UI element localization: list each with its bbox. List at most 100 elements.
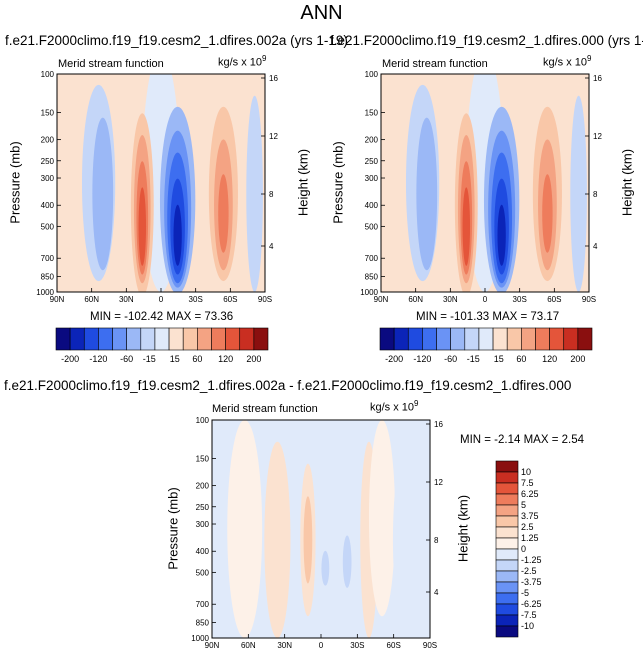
y-right-tick-label: 16 bbox=[434, 420, 443, 429]
colorbar-swatch bbox=[521, 327, 536, 351]
x-tick-label: 60S bbox=[387, 641, 401, 650]
y-tick-label: 1000 bbox=[360, 288, 378, 297]
y-tick-label: 500 bbox=[41, 222, 55, 231]
y-right-tick-label: 4 bbox=[434, 588, 439, 597]
colorbar-label: 10 bbox=[521, 467, 531, 477]
y-right-tick-label: 8 bbox=[593, 190, 598, 199]
x-tick-label: 60N bbox=[84, 295, 99, 304]
colorbar-swatch bbox=[182, 327, 198, 351]
panel-2-minmax: MIN = -101.33 MAX = 73.17 bbox=[416, 311, 560, 323]
colorbar-label: 1.25 bbox=[521, 533, 539, 543]
x-tick-label: 60N bbox=[241, 641, 256, 650]
y-tick-label: 400 bbox=[196, 547, 210, 556]
colorbar-swatch bbox=[495, 592, 519, 605]
contour-region bbox=[368, 420, 396, 617]
y-right-tick-label: 4 bbox=[593, 242, 598, 251]
panel-3-contours bbox=[211, 419, 431, 639]
panel-2-ylabel-right: Height (km) bbox=[619, 148, 635, 217]
y-tick-label: 300 bbox=[41, 174, 55, 183]
panel-2-units: kg/s x 109 bbox=[543, 54, 591, 69]
panel-2-title: f.e21.F2000climo.f19_f19.cesm2_1.dfires.… bbox=[330, 33, 643, 48]
panel-3-label: Merid stream function bbox=[212, 403, 318, 415]
y-tick-label: 100 bbox=[365, 70, 379, 79]
y-tick-label: 850 bbox=[41, 273, 55, 282]
colorbar-swatch bbox=[464, 327, 480, 351]
x-tick-label: 90N bbox=[50, 295, 65, 304]
colorbar-swatch bbox=[495, 603, 519, 616]
contour-region bbox=[570, 95, 587, 292]
panel-1-units: kg/s x 109 bbox=[218, 54, 266, 69]
colorbar-label: -120 bbox=[89, 354, 107, 364]
colorbar-label: 5 bbox=[521, 500, 526, 510]
y-tick-label: 250 bbox=[365, 157, 379, 166]
y-tick-label: 300 bbox=[365, 174, 379, 183]
y-right-tick-label: 8 bbox=[434, 536, 439, 545]
panel-2-label: Merid stream function bbox=[382, 58, 488, 70]
contour-region bbox=[316, 441, 335, 638]
contour-region bbox=[416, 117, 438, 271]
panel-2-ylabel: Pressure (mb) bbox=[330, 141, 346, 224]
panel-1-title: f.e21.F2000climo.f19_f19.cesm2_1.dfires.… bbox=[5, 33, 348, 48]
panel-1-units-exp: 9 bbox=[262, 54, 267, 63]
contour-region bbox=[542, 174, 553, 253]
y-right-tick-label: 12 bbox=[593, 132, 602, 141]
y-tick-label: 150 bbox=[365, 108, 379, 117]
y-right-tick-label: 4 bbox=[269, 242, 274, 251]
colorbar-label: -120 bbox=[413, 354, 431, 364]
y-right-tick-label: 12 bbox=[434, 478, 443, 487]
y-tick-label: 150 bbox=[41, 108, 55, 117]
x-tick-label: 60S bbox=[547, 295, 561, 304]
contour-region bbox=[246, 95, 263, 292]
colorbar-swatch bbox=[495, 526, 519, 539]
panel-3-units-text: kg/s x 10 bbox=[370, 401, 415, 414]
panel-3-units: kg/s x 109 bbox=[370, 399, 418, 414]
x-tick-label: 60N bbox=[408, 295, 423, 304]
colorbar-swatch bbox=[577, 327, 593, 351]
contour-region bbox=[138, 187, 147, 266]
y-tick-label: 700 bbox=[365, 254, 379, 263]
y-tick-label: 1000 bbox=[191, 634, 209, 643]
colorbar-swatch bbox=[495, 471, 519, 484]
y-tick-label: 100 bbox=[41, 70, 55, 79]
colorbar-swatch bbox=[495, 493, 519, 506]
colorbar-swatch bbox=[112, 327, 127, 351]
x-tick-label: 90S bbox=[258, 295, 272, 304]
y-tick-label: 500 bbox=[365, 222, 379, 231]
colorbar-swatch bbox=[506, 327, 522, 351]
panel-1-units-text: kg/s x 10 bbox=[218, 56, 263, 69]
colorbar-swatch bbox=[98, 327, 113, 351]
y-tick-label: 250 bbox=[196, 503, 210, 512]
contour-region bbox=[342, 535, 352, 588]
colorbar-label: 120 bbox=[542, 354, 557, 364]
x-tick-label: 30S bbox=[513, 295, 527, 304]
panel-3-title: f.e21.F2000climo.f19_f19.cesm2_1.dfires.… bbox=[4, 378, 572, 393]
colorbar-label: -1.25 bbox=[521, 555, 542, 565]
colorbar-swatch bbox=[225, 327, 241, 351]
colorbar-label: -3.75 bbox=[521, 577, 542, 587]
colorbar-label: -6.25 bbox=[521, 599, 542, 609]
colorbar-swatch bbox=[393, 327, 409, 351]
contour-region bbox=[227, 420, 263, 638]
colorbar-swatch bbox=[495, 537, 519, 550]
colorbar-label: 2.5 bbox=[521, 522, 534, 532]
colorbar-diff bbox=[495, 460, 519, 638]
panel-2-units-text: kg/s x 10 bbox=[543, 56, 588, 69]
colorbar-swatch bbox=[492, 327, 508, 351]
panel-2-fill bbox=[381, 74, 587, 292]
colorbar-label: -2.5 bbox=[521, 566, 537, 576]
colorbar-label: 200 bbox=[570, 354, 585, 364]
colorbar-swatch bbox=[495, 559, 519, 572]
colorbar-swatch bbox=[69, 327, 85, 351]
colorbar-swatch bbox=[436, 327, 451, 351]
colorbar-swatch bbox=[535, 327, 550, 351]
colorbar-swatch bbox=[239, 327, 255, 351]
x-tick-label: 90S bbox=[423, 641, 437, 650]
contour-region bbox=[462, 187, 471, 266]
contour-region bbox=[321, 550, 330, 586]
contour-region bbox=[173, 204, 182, 266]
colorbar-swatch bbox=[407, 327, 423, 351]
colorbar-swatch bbox=[450, 327, 466, 351]
colorbar-label: -7.5 bbox=[521, 610, 537, 620]
panel-3-minmax: MIN = -2.14 MAX = 2.54 bbox=[460, 434, 585, 446]
contour-region bbox=[392, 441, 424, 638]
